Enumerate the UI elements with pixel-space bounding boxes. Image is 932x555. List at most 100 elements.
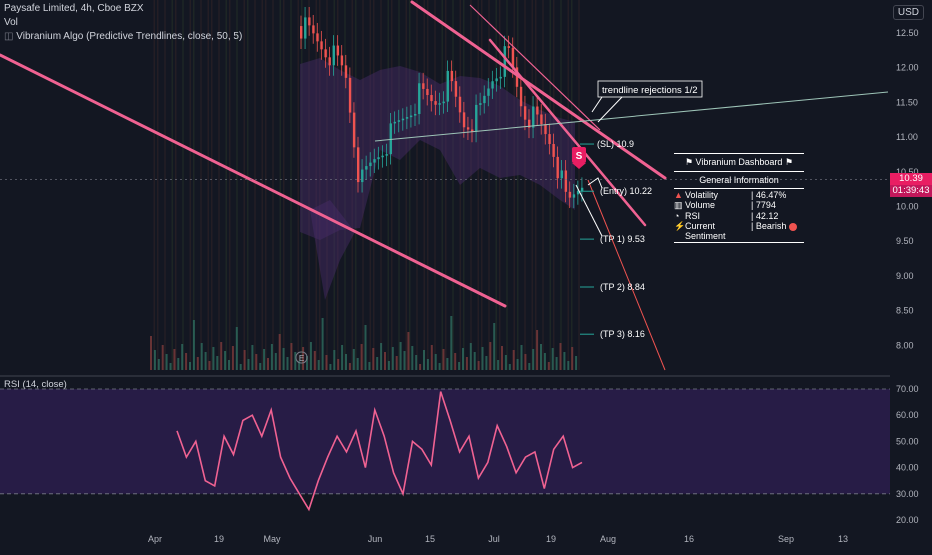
cloud-band bbox=[300, 58, 575, 240]
volume-bar bbox=[239, 364, 242, 370]
background-stripe bbox=[553, 0, 555, 370]
background-stripe bbox=[344, 0, 346, 370]
candle-body bbox=[528, 119, 531, 128]
candle-body bbox=[304, 17, 307, 39]
background-stripe bbox=[542, 0, 544, 370]
volume-bar bbox=[380, 343, 383, 370]
volume-bar bbox=[356, 358, 359, 370]
candle-body bbox=[409, 115, 413, 118]
dashboard-divider bbox=[674, 153, 804, 154]
volume-bar bbox=[446, 358, 449, 370]
candle-body bbox=[556, 156, 559, 179]
background-stripe bbox=[351, 0, 353, 370]
dashboard-row-rsi: ◔ RSI | 42.12 bbox=[674, 211, 804, 221]
volume-bar bbox=[212, 347, 215, 370]
volume-bar bbox=[337, 359, 340, 370]
rsi-axis-tick: 60.00 bbox=[896, 410, 919, 420]
background-stripe bbox=[200, 0, 202, 370]
background-stripe bbox=[445, 0, 447, 370]
indicator-title: ◫ Vibranium Algo (Predictive Trendlines,… bbox=[4, 31, 242, 42]
candle-body bbox=[442, 101, 445, 104]
dashboard-subtitle: General Information bbox=[699, 175, 779, 185]
price-axis-tick: 9.00 bbox=[896, 271, 914, 281]
candle-body bbox=[397, 120, 401, 122]
volume-bar bbox=[165, 354, 168, 370]
background-stripe bbox=[362, 0, 364, 370]
background-stripe bbox=[355, 0, 357, 370]
earnings-marker-icon bbox=[295, 351, 308, 364]
volume-bar bbox=[263, 349, 266, 370]
volume-bar bbox=[204, 352, 207, 370]
background-stripe bbox=[373, 0, 375, 370]
candle-body bbox=[503, 46, 506, 77]
candle-body bbox=[340, 55, 344, 66]
dashboard-label: Volatility bbox=[685, 190, 719, 200]
rsi-axis-tick: 40.00 bbox=[896, 463, 919, 473]
price-axis-tick: 8.50 bbox=[896, 306, 914, 316]
volume-bar bbox=[286, 357, 289, 370]
candle-body bbox=[426, 88, 429, 96]
volume-bar bbox=[528, 363, 531, 370]
volume-bar bbox=[259, 363, 262, 370]
background-stripe bbox=[387, 0, 389, 370]
background-stripe bbox=[265, 0, 267, 370]
dashboard-value: | Bearish bbox=[751, 221, 797, 241]
background-stripe bbox=[369, 0, 371, 370]
candle-body bbox=[564, 170, 568, 192]
volume-bar bbox=[489, 342, 492, 370]
volume-bar bbox=[157, 359, 160, 370]
dashboard-divider bbox=[674, 188, 804, 189]
countdown-label: 01:39:43 bbox=[890, 185, 932, 197]
volume-bar bbox=[458, 362, 461, 370]
candle-body bbox=[352, 112, 356, 148]
volume-bar bbox=[395, 356, 398, 370]
volume-bar bbox=[477, 361, 480, 370]
volume-bar bbox=[224, 351, 227, 370]
candle-body bbox=[540, 114, 543, 125]
volume-bar bbox=[426, 359, 429, 370]
background-stripe bbox=[398, 0, 400, 370]
volume-bar bbox=[267, 358, 269, 370]
background-stripe bbox=[560, 0, 562, 370]
candle-body bbox=[300, 26, 303, 39]
background-stripe bbox=[578, 0, 580, 370]
volume-bar bbox=[255, 354, 258, 370]
background-stripe bbox=[463, 0, 465, 370]
level-label-tp1: (TP 1) 9.53 bbox=[600, 234, 645, 244]
trendline-inner bbox=[488, 38, 647, 227]
volume-bar bbox=[251, 345, 254, 370]
candle-body bbox=[377, 157, 380, 160]
volume-bar bbox=[235, 327, 238, 370]
volume-bar bbox=[313, 351, 316, 370]
warning-icon: ▲ bbox=[674, 190, 683, 200]
background-stripe bbox=[175, 0, 177, 370]
dashboard-title-text: Vibranium Dashboard bbox=[695, 157, 783, 167]
candle-body bbox=[373, 159, 376, 163]
level-label-tp3: (TP 3) 8.16 bbox=[600, 329, 645, 339]
candle-body bbox=[491, 81, 494, 89]
background-stripe bbox=[218, 0, 220, 370]
candle-body bbox=[316, 33, 319, 42]
volume-bar bbox=[372, 348, 375, 370]
candle-body bbox=[422, 83, 425, 89]
background-stripe bbox=[549, 0, 551, 370]
sell-signal-pointer bbox=[572, 163, 586, 169]
trendline-note-box bbox=[597, 80, 703, 98]
candle-body bbox=[320, 41, 323, 50]
dashboard-label: Current Sentiment bbox=[685, 221, 726, 241]
background-stripe bbox=[193, 0, 195, 370]
candle-body bbox=[458, 96, 462, 113]
volume-bar bbox=[430, 345, 433, 370]
gauge-icon: ◔ bbox=[674, 211, 680, 221]
time-axis-tick: 15 bbox=[425, 534, 435, 544]
candle-body bbox=[324, 49, 327, 58]
time-axis-tick: Jun bbox=[368, 534, 383, 544]
level-label-tp2: (TP 2) 8.84 bbox=[600, 282, 645, 292]
volume-bar bbox=[473, 352, 476, 370]
volume-bar bbox=[231, 346, 234, 370]
volume-bar bbox=[192, 320, 195, 370]
volume-bar bbox=[329, 364, 332, 370]
candle-body bbox=[479, 103, 482, 105]
currency-button[interactable]: USD bbox=[892, 5, 924, 20]
